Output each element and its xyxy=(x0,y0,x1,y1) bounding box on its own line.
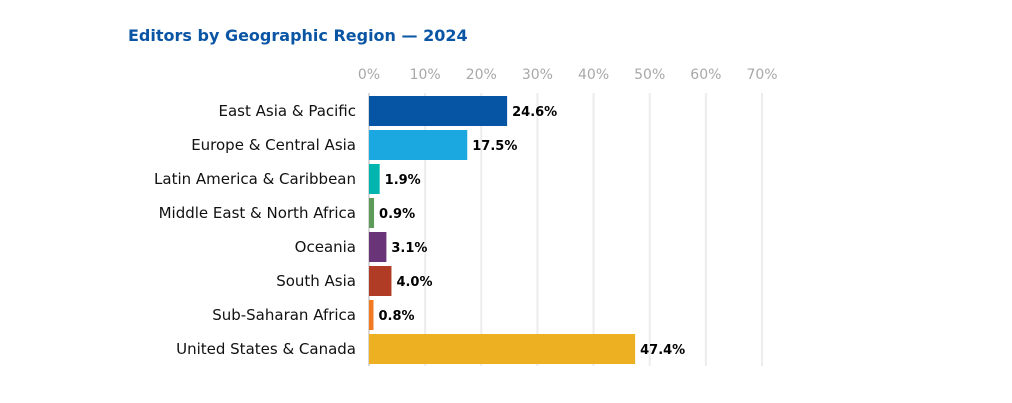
bar xyxy=(369,266,392,296)
category-label: East Asia & Pacific xyxy=(219,102,356,120)
category-label: Sub-Saharan Africa xyxy=(212,306,356,324)
x-tick-label: 0% xyxy=(358,67,380,83)
category-label: United States & Canada xyxy=(176,340,356,358)
x-tick-label: 10% xyxy=(410,67,441,83)
data-label: 3.1% xyxy=(391,241,427,256)
data-label: 24.6% xyxy=(512,105,557,120)
bar xyxy=(369,198,375,228)
data-label: 0.9% xyxy=(379,207,415,222)
category-label: Oceania xyxy=(295,238,356,256)
x-tick-label: 70% xyxy=(746,67,777,83)
x-tick-label: 40% xyxy=(578,67,609,83)
data-label: 47.4% xyxy=(640,343,685,358)
bar xyxy=(369,300,374,330)
data-label: 17.5% xyxy=(472,139,517,154)
category-label: Europe & Central Asia xyxy=(191,136,356,154)
bar xyxy=(369,334,636,364)
chart-title: Editors by Geographic Region — 2024 xyxy=(128,26,468,45)
data-label: 1.9% xyxy=(385,173,421,188)
x-tick-label: 50% xyxy=(634,67,665,83)
category-label: South Asia xyxy=(276,272,356,290)
bar xyxy=(369,130,468,160)
bar xyxy=(369,96,508,126)
category-label: Middle East & North Africa xyxy=(159,204,356,222)
category-label: Latin America & Caribbean xyxy=(154,170,356,188)
x-tick-label: 20% xyxy=(466,67,497,83)
data-label: 4.0% xyxy=(396,275,432,290)
x-tick-label: 30% xyxy=(522,67,553,83)
x-tick-label: 60% xyxy=(690,67,721,83)
bar xyxy=(369,164,380,194)
bar xyxy=(369,232,387,262)
data-label: 0.8% xyxy=(378,309,414,324)
